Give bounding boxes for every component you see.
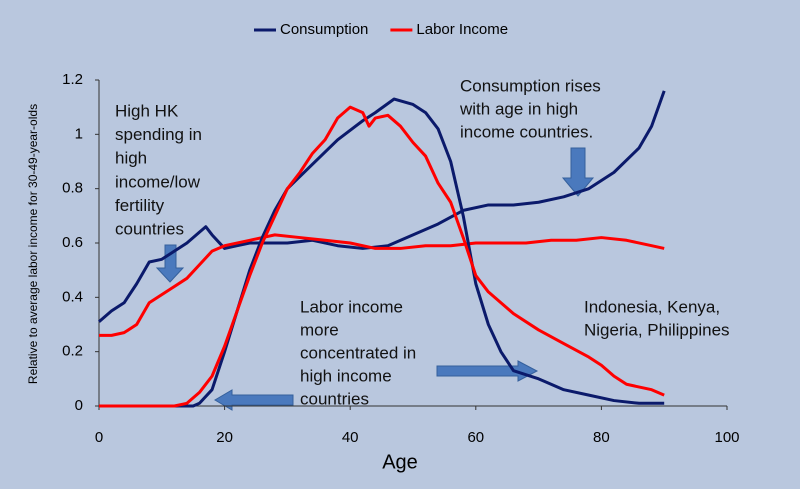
line — [99, 233, 665, 337]
x-tick-label: 0 — [95, 429, 103, 446]
annotation: Consumption rises — [460, 76, 601, 95]
y-tick-label: 1.2 — [62, 71, 83, 88]
line — [98, 90, 666, 323]
annotation: High HK — [115, 101, 179, 120]
x-tick-label: 20 — [216, 429, 233, 446]
annotation: concentrated in — [300, 343, 416, 362]
arrow — [214, 389, 294, 411]
y-tick-label: 0.8 — [62, 180, 83, 197]
annotation: Labor income — [300, 297, 403, 316]
y-tick-label: 1 — [75, 125, 83, 142]
annotation: fertility — [115, 196, 165, 215]
legend-label: Consumption — [280, 21, 368, 38]
annotation: with age in high — [459, 99, 578, 118]
x-tick-label: 100 — [714, 429, 739, 446]
annotation: high income — [300, 366, 392, 385]
annotation: income countries. — [460, 122, 593, 141]
x-tick-label: 80 — [593, 429, 610, 446]
y-tick-label: 0 — [75, 397, 83, 414]
legend-label: Labor Income — [416, 21, 508, 38]
y-axis-label: Relative to average labor income for 30-… — [26, 104, 40, 384]
y-tick-label: 0.2 — [62, 343, 83, 360]
y-tick-label: 0.4 — [62, 288, 83, 305]
annotation: countries — [115, 219, 184, 238]
annotation: Nigeria, Philippines — [584, 320, 730, 339]
annotation: income/low — [115, 172, 201, 191]
line — [99, 105, 665, 408]
annotation: high — [115, 149, 147, 168]
annotation: countries — [300, 389, 369, 408]
arrow — [561, 147, 595, 197]
x-axis-label: Age — [382, 451, 418, 473]
x-tick-label: 40 — [342, 429, 359, 446]
y-tick-label: 0.6 — [62, 234, 83, 251]
annotation: more — [300, 320, 339, 339]
annotation: Indonesia, Kenya, — [584, 297, 720, 316]
x-tick-label: 60 — [467, 429, 484, 446]
annotation: spending in — [115, 125, 202, 144]
